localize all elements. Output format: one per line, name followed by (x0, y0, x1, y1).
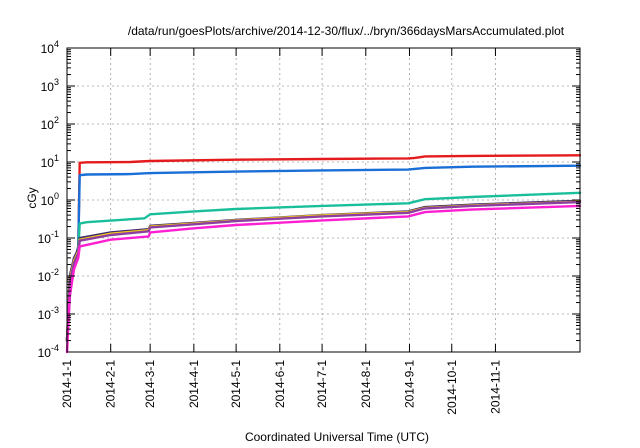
y-tick-base: 10 (41, 156, 55, 170)
series-line (65, 204, 582, 354)
x-tick-label: 2014-8-1 (359, 360, 373, 408)
x-tick-label: 2014-1-1 (60, 360, 74, 408)
y-tick-base: 10 (38, 346, 52, 360)
y-tick-base: 10 (38, 270, 52, 284)
y-tick-exponent: -1 (51, 229, 59, 239)
x-tick-label: 2014-6-1 (273, 360, 287, 408)
y-tick-label: 10-4 (38, 343, 59, 360)
y-tick-label: 101 (41, 153, 59, 170)
y-tick-base: 10 (38, 232, 52, 246)
y-tick-exponent: -4 (51, 343, 59, 353)
x-tick-label: 2014-3-1 (143, 360, 157, 408)
series-layer (65, 154, 582, 354)
y-tick-label: 103 (41, 77, 59, 94)
x-tick-label: 2014-4-1 (187, 360, 201, 408)
x-tick-label: 2014-5-1 (229, 360, 243, 408)
y-tick-exponent: 2 (54, 115, 59, 125)
grid (67, 48, 580, 352)
y-tick-base: 10 (41, 42, 55, 56)
chart-title: /data/run/goesPlots/archive/2014-12-30/f… (128, 24, 565, 38)
plot-border (66, 47, 581, 353)
y-tick-label: 10-3 (38, 305, 59, 322)
y-tick-base: 10 (41, 80, 55, 94)
y-tick-base: 10 (41, 118, 55, 132)
y-axis-label: cGy (25, 187, 39, 208)
y-tick-base: 10 (41, 194, 55, 208)
y-tick-exponent: 0 (54, 191, 59, 201)
y-tick-label: 102 (41, 115, 59, 132)
x-tick-label: 2014-10-1 (445, 360, 459, 415)
y-tick-label: 10-1 (38, 229, 59, 246)
y-tick-exponent: 3 (54, 77, 59, 87)
x-axis-label: Coordinated Universal Time (UTC) (245, 430, 429, 444)
y-tick-label: 104 (41, 39, 59, 56)
series-line (65, 200, 582, 342)
y-tick-label: 10-2 (38, 267, 59, 284)
y-tick-label: 100 (41, 191, 59, 208)
y-tick-exponent: -3 (51, 305, 59, 315)
y-tick-exponent: 4 (54, 39, 59, 49)
x-tick-label: 2014-9-1 (402, 360, 416, 408)
x-tick-label: 2014-2-1 (104, 360, 118, 408)
x-tick-label: 2014-7-1 (315, 360, 329, 408)
y-tick-base: 10 (38, 308, 52, 322)
x-tick-label: 2014-11-1 (488, 360, 502, 414)
y-tick-exponent: 1 (54, 153, 59, 163)
y-tick-exponent: -2 (51, 267, 59, 277)
